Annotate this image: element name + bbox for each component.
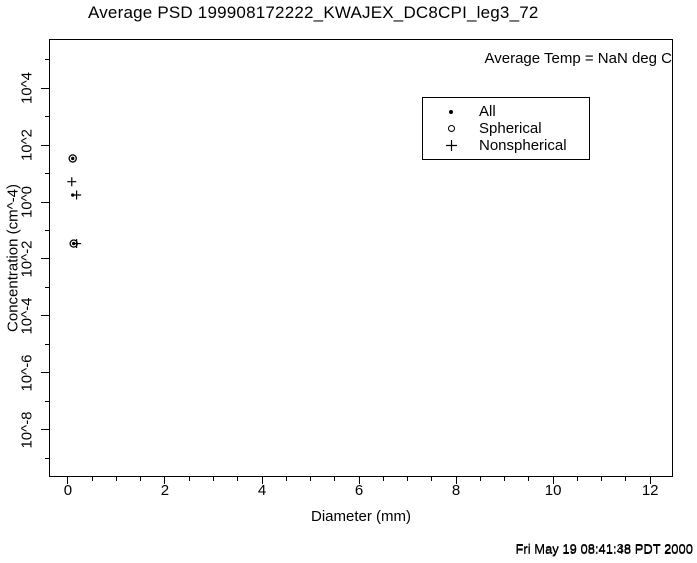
x-major-tick — [552, 477, 554, 484]
y-minor-tick — [45, 230, 49, 231]
x-major-tick — [455, 477, 457, 484]
x-major-tick — [261, 477, 263, 484]
timestamp-line-1: Fri May 19 08:41:38 PDT 2000 — [515, 541, 693, 556]
x-tick-label: 10 — [544, 482, 562, 499]
legend-box: All Spherical Nonspherical — [422, 97, 590, 160]
x-tick-label: 8 — [451, 482, 461, 499]
x-tick-label: 12 — [641, 482, 659, 499]
x-minor-tick — [310, 477, 312, 481]
x-minor-tick — [334, 477, 336, 481]
x-minor-tick — [382, 477, 384, 481]
y-major-tick — [41, 144, 49, 146]
y-minor-tick — [45, 59, 49, 61]
x-minor-tick — [407, 477, 409, 481]
y-minor-tick — [45, 400, 49, 402]
y-tick-label: 10^-8 — [18, 411, 36, 449]
y-major-tick — [41, 87, 49, 89]
x-minor-tick — [576, 477, 578, 481]
y-tick-label: 10^4 — [18, 71, 36, 105]
x-major-tick — [164, 477, 166, 484]
x-tick-label: 6 — [354, 482, 364, 499]
x-major-tick — [649, 477, 651, 484]
data-point-nonspherical — [72, 239, 82, 249]
data-point-nonspherical — [72, 190, 82, 200]
y-axis-title: Concentration (cm^-4) — [4, 184, 22, 332]
x-minor-tick — [504, 477, 506, 481]
avg-temp-annotation: Average Temp = NaN deg C — [484, 50, 672, 67]
data-point-all — [71, 156, 75, 161]
y-minor-tick — [45, 286, 49, 288]
legend-label-nonspherical: Nonspherical — [479, 137, 567, 154]
x-tick-label: 2 — [160, 482, 170, 499]
x-minor-tick — [285, 477, 287, 481]
y-minor-tick — [45, 173, 49, 174]
x-minor-tick — [212, 477, 214, 481]
legend-item-spherical: Spherical — [423, 120, 589, 137]
x-major-tick — [358, 477, 360, 484]
x-minor-tick — [528, 477, 530, 481]
legend-item-all: All — [423, 103, 589, 120]
y-tick-label: 10^-6 — [18, 354, 36, 392]
x-minor-tick — [188, 477, 190, 481]
x-minor-tick — [91, 477, 93, 481]
legend-item-nonspherical: Nonspherical — [423, 137, 589, 154]
x-minor-tick — [479, 477, 481, 481]
y-minor-tick — [45, 343, 49, 345]
x-minor-tick — [625, 477, 627, 481]
x-minor-tick — [140, 477, 142, 481]
timestamp: Fri May 19 08:41:38 PDT 2000 Fri May 19 … — [515, 541, 693, 557]
x-minor-tick — [431, 477, 433, 481]
y-major-tick — [41, 258, 49, 260]
y-tick-label: 10^2 — [18, 128, 36, 162]
x-minor-tick — [601, 477, 603, 481]
y-minor-tick — [45, 457, 49, 459]
x-tick-label: 0 — [63, 482, 73, 499]
plus-marker-icon — [423, 140, 479, 151]
y-major-tick — [41, 315, 49, 317]
x-minor-tick — [115, 477, 117, 481]
open-circle-marker-icon — [423, 125, 479, 132]
legend-label-all: All — [479, 103, 496, 120]
y-major-tick — [41, 429, 49, 431]
y-major-tick — [41, 201, 49, 203]
x-tick-label: 4 — [257, 482, 267, 499]
plot-title: Average PSD 199908172222_KWAJEX_DC8CPI_l… — [88, 3, 539, 22]
y-minor-tick — [45, 116, 49, 117]
y-major-tick — [41, 372, 49, 374]
plot-area — [49, 39, 673, 477]
timestamp-line-2: Fri May 19 08:41:48 PDT 2000 — [515, 542, 693, 557]
legend-label-spherical: Spherical — [479, 120, 542, 137]
dot-marker-icon — [423, 109, 479, 114]
data-point-spherical — [68, 154, 77, 163]
x-minor-tick — [237, 477, 239, 481]
scatter-points-layer — [67, 154, 82, 249]
x-major-tick — [67, 477, 69, 484]
x-axis-title: Diameter (mm) — [311, 508, 411, 525]
data-point-nonspherical — [67, 177, 77, 187]
